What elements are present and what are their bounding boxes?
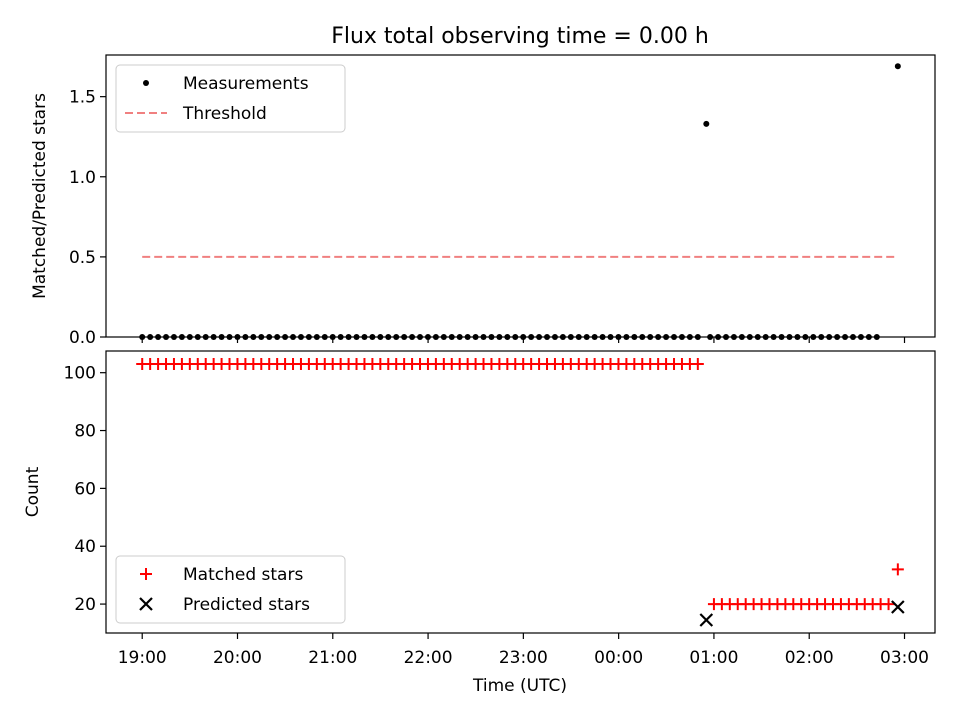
legend-label: Matched stars [183,565,303,585]
x-axis-label: Time (UTC) [472,676,567,696]
top-panel: 0.0 0.5 1.0 1.5 Measurements Threshold [69,54,936,348]
x-tick-label: 23:00 [499,648,548,668]
bottom-y-tick-label: 20 [74,595,96,615]
x-tick-label: 20:00 [213,648,262,668]
x-tick-label: 21:00 [308,648,357,668]
bottom-y-tick-label: 100 [64,364,96,384]
measurement-point [703,120,710,127]
predicted-star-marker [891,600,905,614]
top-y-tick-label: 1.0 [69,168,96,188]
bottom-legend-box [115,555,346,624]
bottom-y-tick-label: 60 [74,479,96,499]
bottom-panel: 20 40 60 80 100 19:00 20:00 21:00 22:00 23:00 00:0… [64,350,936,668]
x-tick-label: 01:00 [689,648,738,668]
predicted-star-marker [699,613,714,627]
matched-star-marker [891,563,904,576]
legend-label: Measurements [183,74,309,94]
legend-label: Predicted stars [183,595,310,615]
x-tick-label: 19:00 [118,648,167,668]
top-y-tick-label: 0.0 [69,328,96,348]
x-tick-label: 22:00 [404,648,453,668]
measurement-point [894,63,901,70]
bottom-y-tick-label: 40 [74,537,96,557]
top-y-tick-label: 1.5 [69,88,96,108]
matched-star-marker [691,358,704,371]
legend-matched-swatch [140,568,152,580]
top-legend-box [115,64,346,133]
x-tick-label: 00:00 [594,648,643,668]
bottom-y-axis-label: Count [23,466,43,517]
top-y-tick-label: 0.5 [69,248,96,268]
legend-label: Threshold [182,104,267,124]
legend-predicted-swatch [139,597,153,611]
bottom-axes-frame [105,350,936,634]
x-tick-label: 02:00 [785,648,834,668]
legend-measurement-swatch [143,80,149,86]
x-tick-label: 03:00 [880,648,929,668]
matched-star-marker [882,598,895,611]
bottom-y-tick-label: 80 [74,422,96,442]
top-axes-frame [105,54,936,338]
top-y-axis-label: Matched/Predicted stars [30,93,50,299]
chart-title: Flux total observing time = 0.00 h [331,24,709,49]
